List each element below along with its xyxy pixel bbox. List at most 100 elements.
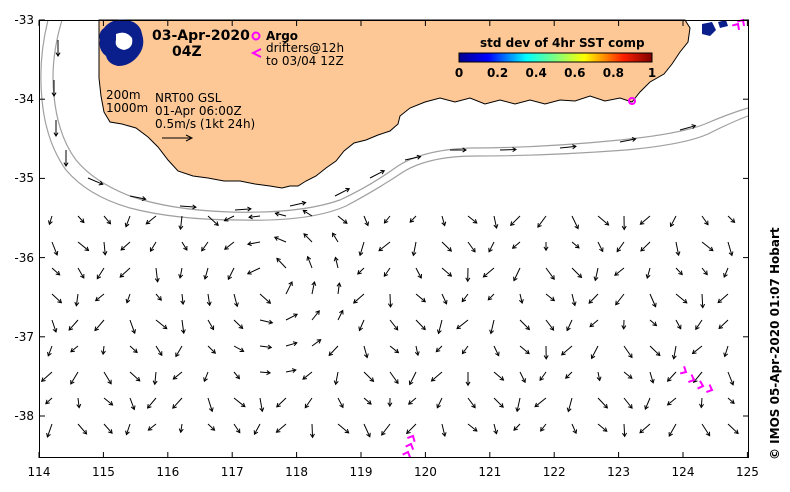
drifter-fix [679, 365, 688, 375]
drifter-fix [697, 380, 705, 390]
current-vector-head [416, 154, 422, 160]
current-vector [233, 371, 240, 379]
current-vector [727, 241, 733, 256]
current-vector-head [79, 218, 85, 224]
current-vector-head [442, 299, 448, 305]
current-vector-head [462, 147, 467, 153]
current-vector [51, 267, 61, 276]
current-vector-head [304, 403, 310, 409]
current-vector-head [493, 224, 499, 229]
current-vector [335, 371, 339, 385]
current-vector [695, 319, 703, 330]
current-vector [207, 397, 213, 412]
current-vector-head [70, 347, 75, 353]
current-vector-head [157, 296, 162, 301]
current-vector-head [509, 221, 515, 226]
current-vector [441, 241, 452, 252]
current-vector-head [408, 380, 414, 386]
current-vector [668, 423, 677, 437]
current-vector-head [628, 353, 633, 359]
current-vector-head [178, 273, 184, 279]
current-vector [51, 319, 57, 333]
current-vector [438, 319, 443, 334]
current-vector [311, 281, 315, 295]
current-vector [125, 423, 131, 435]
current-vector [513, 423, 521, 431]
current-vector [571, 215, 579, 229]
current-vector-head [227, 275, 233, 281]
current-vector [670, 215, 677, 227]
current-vector-head [135, 376, 141, 382]
map-hour: 04Z [172, 44, 202, 60]
current-vector [415, 319, 426, 330]
map-date: 03-Apr-2020 [152, 28, 250, 44]
current-vector-head [472, 219, 478, 224]
current-vector-head [465, 381, 471, 387]
current-vector [207, 293, 211, 306]
current-vector-head [47, 351, 52, 357]
current-vector [181, 293, 184, 305]
current-vector-head [47, 220, 53, 226]
current-vector [247, 241, 261, 245]
current-vector [179, 267, 183, 279]
current-vector [285, 313, 298, 321]
current-vector-head [248, 214, 253, 220]
current-vector [571, 293, 576, 306]
current-vector [259, 397, 263, 412]
current-vector [692, 345, 703, 354]
current-vector-head [616, 247, 622, 253]
current-vector-head [246, 270, 252, 275]
lat-label: -34 [14, 92, 34, 107]
current-vector [461, 293, 469, 302]
lon-label: 120 [413, 465, 437, 479]
current-vector [467, 215, 478, 224]
current-vector-head [574, 224, 579, 230]
current-vector-head [615, 300, 620, 306]
current-vector [727, 215, 735, 223]
current-vector [145, 215, 157, 225]
current-vector [571, 267, 582, 278]
current-vector-head [631, 137, 637, 142]
current-vector [545, 319, 554, 331]
current-vector-head [63, 162, 69, 167]
current-vector-head [131, 329, 136, 335]
current-vector-head [211, 349, 216, 354]
current-vector [644, 397, 651, 410]
current-vector-head [247, 206, 252, 212]
colorbar [458, 52, 653, 63]
current-vector [207, 319, 214, 330]
current-vector [68, 319, 79, 331]
current-vector [701, 423, 711, 437]
current-vector-head [734, 429, 739, 435]
current-vector-head [603, 403, 609, 409]
current-vector [155, 293, 162, 301]
current-vector-head [96, 274, 102, 280]
current-vector-head [621, 325, 627, 330]
current-vector-head [655, 351, 661, 357]
current-vector [259, 371, 271, 374]
current-vector-head [621, 225, 627, 231]
current-vector-head [599, 247, 604, 253]
current-vector-head [342, 219, 348, 224]
current-vector [499, 148, 517, 151]
current-vector [172, 397, 183, 409]
current-vector [441, 293, 447, 305]
current-vector-head [723, 272, 728, 278]
current-vector [254, 423, 261, 435]
current-vector-head [130, 405, 136, 411]
current-vector-head [203, 274, 209, 280]
current-vector-head [311, 281, 317, 286]
current-vector [103, 241, 106, 255]
current-vector-head [652, 302, 657, 308]
current-vector [727, 397, 735, 404]
current-vector [276, 397, 287, 408]
current-vector-head [574, 243, 580, 249]
current-vector [51, 241, 58, 256]
current-vector-head [577, 273, 583, 279]
current-vector-head [380, 169, 386, 175]
current-vector [462, 345, 469, 354]
current-vector-head [302, 209, 308, 215]
current-vector-head [537, 223, 542, 228]
current-vector [207, 215, 219, 226]
current-vector-head [730, 399, 735, 405]
